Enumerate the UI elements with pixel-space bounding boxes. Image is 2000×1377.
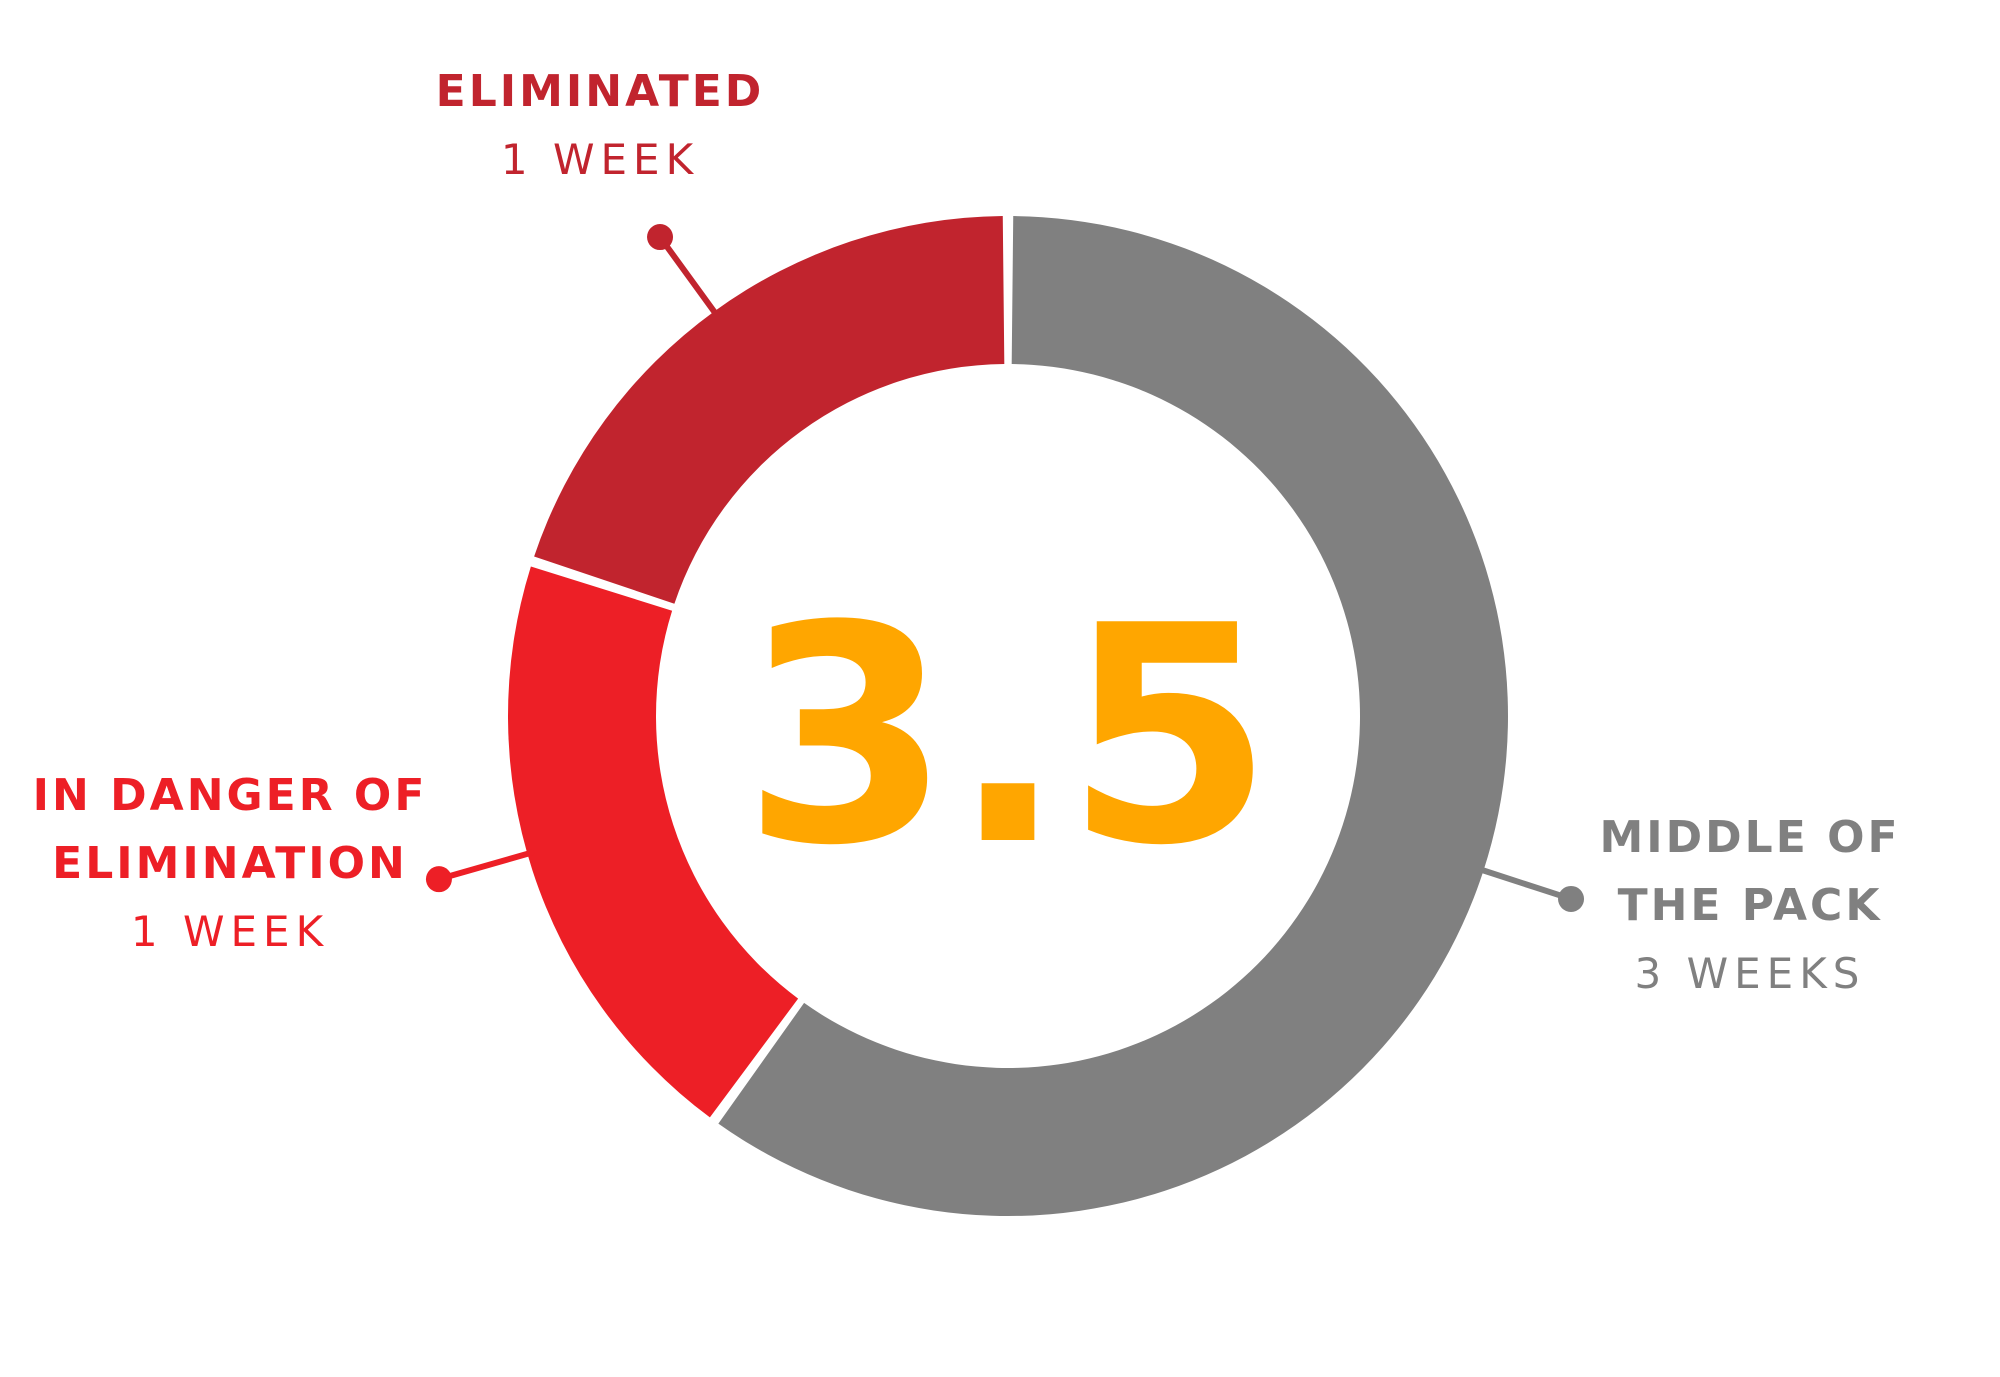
donut-slice-middle-of-the-pack <box>718 216 1508 1217</box>
leader-line-eliminated <box>657 234 720 318</box>
segment-label-in-danger-of-elimination-line-2: ELIMINATION <box>52 838 408 889</box>
leader-line-middle-of-the-pack <box>1476 866 1575 902</box>
leader-lines <box>425 224 1585 912</box>
segment-label-middle-of-the-pack-line-2: THE PACK <box>1618 880 1883 931</box>
segment-labels: MIDDLE OF THE PACK 3 WEEKS IN DANGER OF ELIM… <box>33 66 1900 998</box>
segment-value-middle-of-the-pack: 3 WEEKS <box>1635 949 1866 998</box>
leader-dot-middle-of-the-pack <box>1558 885 1585 912</box>
donut-slice-eliminated <box>534 216 1005 604</box>
leader-dot-in-danger-of-elimination <box>425 866 452 893</box>
donut-segments <box>507 216 1508 1217</box>
donut-slice-in-danger-of-elimination <box>507 566 799 1118</box>
leader-dot-eliminated <box>647 224 674 251</box>
leader-line-in-danger-of-elimination <box>435 849 535 883</box>
segment-label-eliminated-line-1: ELIMINATED <box>436 66 765 117</box>
segment-label-in-danger-of-elimination-line-1: IN DANGER OF <box>33 770 428 821</box>
center-value: 3.5 <box>742 562 1273 911</box>
segment-value-in-danger-of-elimination: 1 WEEK <box>131 907 329 956</box>
segment-label-middle-of-the-pack-line-1: MIDDLE OF <box>1599 812 1900 863</box>
segment-value-eliminated: 1 WEEK <box>501 135 699 184</box>
